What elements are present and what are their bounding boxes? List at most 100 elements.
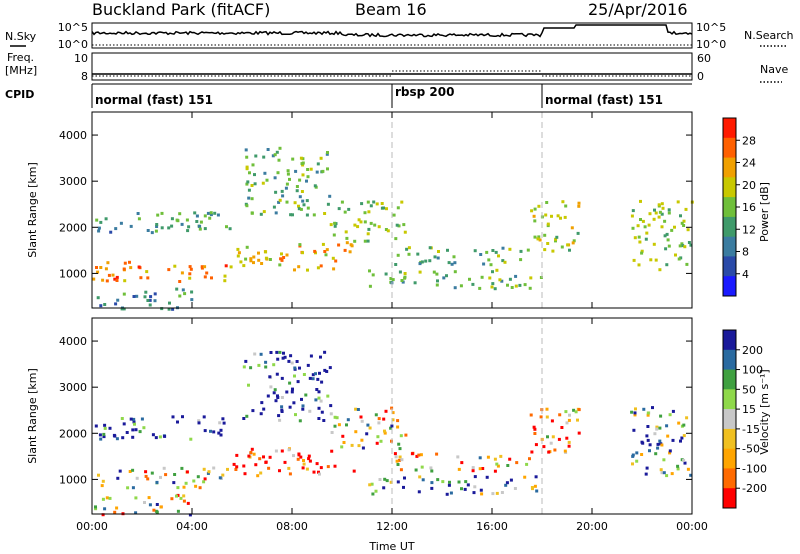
echo-cell (101, 479, 105, 483)
echo-cell (572, 408, 576, 412)
echo-cell (471, 469, 475, 473)
echo-cell (122, 292, 126, 296)
echo-cell (385, 207, 388, 211)
echo-cell (282, 256, 286, 259)
echo-cell (198, 225, 202, 228)
echo-cell (655, 425, 659, 429)
echo-cell (192, 479, 196, 483)
echo-cell (287, 448, 291, 452)
echo-cell (436, 478, 440, 482)
echo-cell (666, 238, 670, 242)
echo-cell (268, 455, 272, 459)
echo-cell (536, 237, 540, 241)
echo-cell (188, 276, 192, 280)
echo-cell (466, 483, 470, 487)
echo-cell (142, 426, 146, 430)
echo-cell (140, 417, 144, 421)
echo-cell (104, 217, 108, 221)
colorbar-segment (723, 409, 736, 430)
echo-cell (189, 267, 193, 271)
echo-cell (389, 426, 393, 430)
echo-cell (398, 455, 402, 459)
echo-cell (114, 302, 118, 306)
echo-cell (337, 243, 341, 247)
echo-cell (278, 198, 282, 202)
echo-cell (249, 259, 253, 263)
echo-cell (115, 275, 119, 279)
echo-cell (631, 209, 635, 213)
echo-cell (435, 452, 439, 456)
echo-cell (323, 212, 327, 215)
echo-cell (657, 203, 661, 207)
echo-cell (249, 366, 253, 370)
echo-cell (299, 156, 303, 160)
colorbar-tick-label: 12 (742, 223, 756, 236)
echo-cell (644, 472, 648, 476)
echo-cell (295, 189, 299, 193)
echo-cell (111, 273, 115, 277)
echo-cell (188, 513, 192, 517)
echo-cell (245, 204, 249, 208)
echo-cell (264, 360, 268, 364)
echo-cell (493, 457, 497, 461)
echo-cell (668, 451, 672, 455)
echo-cell (155, 503, 159, 506)
echo-cell (143, 501, 146, 504)
echo-cell (318, 371, 321, 375)
echo-cell (170, 224, 174, 228)
echo-cell (207, 470, 211, 474)
echo-cell (224, 264, 228, 268)
echo-cell (533, 484, 537, 488)
echo-cell (295, 185, 299, 188)
echo-cell (631, 462, 634, 466)
echo-cell (332, 233, 336, 237)
ytick-label: 3000 (59, 381, 87, 394)
echo-cell (530, 486, 534, 489)
echo-cell (126, 486, 130, 490)
echo-cell (630, 214, 634, 218)
echo-cell (108, 426, 112, 430)
echo-cell (333, 221, 337, 225)
echo-cell (407, 246, 411, 250)
ytick-label: 1000 (59, 473, 87, 486)
echo-cell (545, 201, 549, 204)
echo-cell (350, 443, 354, 447)
echo-cell (631, 453, 635, 457)
echo-cell (666, 434, 670, 438)
echo-cell (190, 290, 194, 294)
echo-cell (354, 430, 358, 434)
echo-cell (280, 258, 284, 262)
echo-cell (646, 411, 650, 415)
echo-cell (360, 419, 364, 423)
echo-cell (487, 258, 491, 262)
echo-cell (494, 250, 498, 254)
echo-cell (430, 486, 434, 490)
echo-cell (369, 221, 373, 225)
echo-cell (468, 277, 471, 281)
echo-cell (312, 470, 316, 474)
echo-cell (576, 418, 579, 422)
echo-cell (301, 251, 304, 255)
echo-cell (179, 496, 183, 500)
echo-cell (656, 442, 660, 446)
colorbar-tick-label: 28 (742, 134, 756, 147)
echo-cell (280, 405, 284, 409)
echo-cell (403, 230, 407, 234)
echo-cell (448, 480, 451, 484)
echo-cell (245, 182, 249, 186)
echo-cell (298, 419, 302, 423)
echo-cell (298, 243, 302, 247)
echo-cell (206, 211, 210, 215)
echo-cell (129, 224, 133, 228)
echo-cell (95, 218, 99, 222)
echo-cell (375, 202, 379, 206)
echo-cell (367, 227, 371, 231)
echo-cell (549, 441, 553, 445)
echo-cell (221, 473, 225, 477)
echo-cell (277, 414, 281, 418)
echo-cell (533, 432, 537, 435)
echo-cell (178, 212, 182, 216)
echo-cell (428, 246, 432, 250)
echo-cell (533, 235, 537, 239)
echo-cell (389, 480, 393, 484)
